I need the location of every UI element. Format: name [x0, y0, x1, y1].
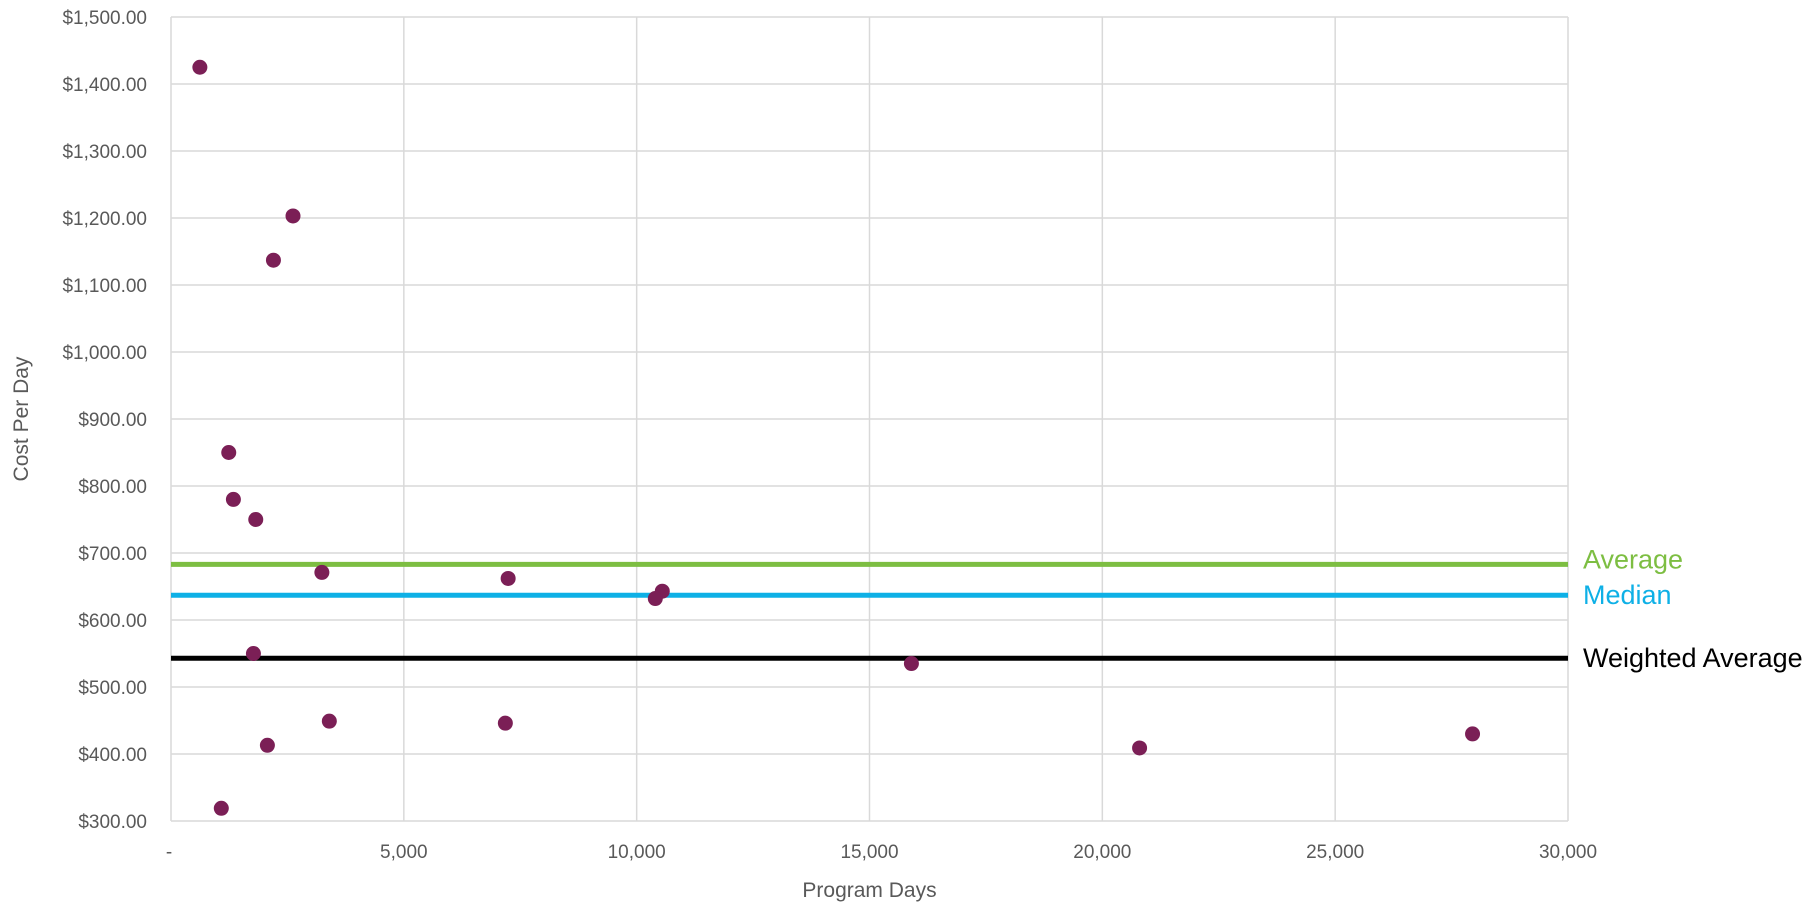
- y-tick-label: $1,100.00: [62, 276, 147, 297]
- x-tick-label: -: [166, 842, 172, 863]
- y-tick-label: $700.00: [78, 544, 147, 565]
- y-tick-label: $900.00: [78, 410, 147, 431]
- data-point: [248, 512, 264, 527]
- x-axis-tick-labels: - 5,000 10,000 15,000 20,000 25,000 30,000: [166, 842, 1597, 863]
- reference-lines: Average Median Weighted Average: [171, 544, 1803, 673]
- data-point: [1465, 726, 1481, 742]
- x-tick-label: 5,000: [380, 842, 428, 863]
- y-axis-tick-labels: $300.00 $400.00 $500.00 $600.00 $700.00 $800.…: [62, 8, 147, 833]
- x-axis-title: Program Days: [802, 879, 936, 902]
- data-point: [225, 491, 241, 507]
- y-tick-label: $500.00: [78, 678, 147, 699]
- data-point: [285, 208, 301, 224]
- data-point: [213, 800, 229, 816]
- reference-line-label: Average: [1583, 544, 1683, 574]
- y-tick-label: $1,000.00: [62, 343, 147, 364]
- data-point: [321, 713, 337, 729]
- y-axis-title: Cost Per Day: [10, 356, 33, 481]
- data-point: [192, 59, 208, 75]
- data-point: [903, 656, 919, 672]
- y-tick-label: $600.00: [78, 611, 147, 632]
- grid-lines: [170, 16, 1569, 822]
- x-tick-label: 25,000: [1306, 842, 1364, 863]
- data-point: [221, 445, 237, 460]
- data-point: [265, 252, 281, 268]
- reference-line-label: Weighted Average: [1583, 643, 1803, 673]
- y-tick-label: $400.00: [78, 745, 147, 766]
- reference-line-label: Median: [1583, 580, 1672, 610]
- data-points: [192, 59, 1481, 816]
- y-tick-label: $1,300.00: [62, 142, 147, 163]
- y-tick-label: $1,400.00: [62, 75, 147, 96]
- data-point: [1132, 740, 1148, 756]
- y-tick-label: $300.00: [78, 812, 147, 833]
- data-point: [259, 737, 275, 753]
- data-point: [314, 564, 330, 580]
- x-tick-label: 30,000: [1539, 842, 1597, 863]
- data-point: [500, 570, 516, 586]
- x-tick-label: 10,000: [608, 842, 666, 863]
- y-tick-label: $1,200.00: [62, 209, 147, 230]
- x-tick-label: 15,000: [840, 842, 898, 863]
- y-tick-label: $1,500.00: [62, 8, 147, 29]
- data-point: [647, 591, 663, 607]
- data-point: [497, 715, 513, 731]
- y-tick-label: $800.00: [78, 477, 147, 498]
- x-tick-label: 20,000: [1073, 842, 1131, 863]
- data-point: [245, 646, 261, 661]
